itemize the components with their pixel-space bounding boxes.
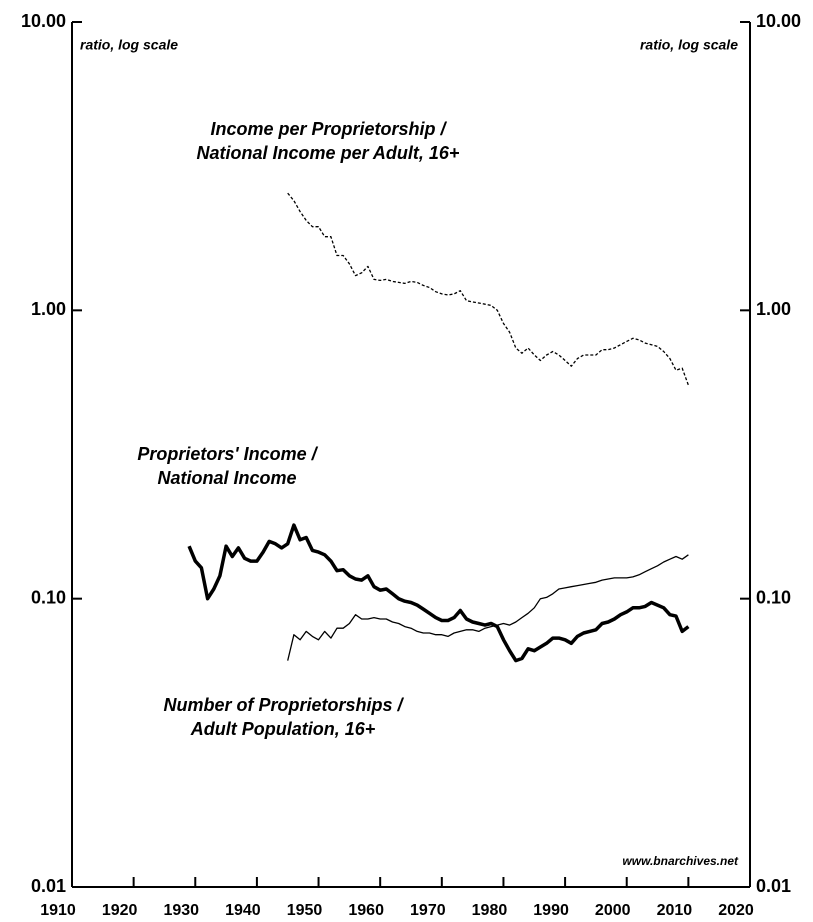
x-tick-label: 1960 — [348, 902, 384, 919]
x-tick-label: 1930 — [163, 902, 199, 919]
axis-label-left: ratio, log scale — [80, 37, 178, 53]
x-tick-label: 1910 — [40, 902, 76, 919]
y2-tick-label: 1.00 — [756, 299, 791, 319]
y-tick-label: 10.00 — [21, 11, 66, 31]
x-tick-label: 1940 — [225, 902, 261, 919]
annotation: National Income — [157, 468, 296, 488]
y2-tick-label: 10.00 — [756, 11, 801, 31]
x-tick-label: 1950 — [287, 902, 323, 919]
y-tick-label: 1.00 — [31, 299, 66, 319]
source: www.bnarchives.net — [622, 854, 739, 868]
y-tick-label: 0.01 — [31, 876, 66, 896]
x-tick-label: 1990 — [533, 902, 569, 919]
y2-tick-label: 0.01 — [756, 876, 791, 896]
y-tick-label: 0.10 — [31, 587, 66, 607]
axis-label-right: ratio, log scale — [640, 37, 738, 53]
annotation: National Income per Adult, 16+ — [197, 143, 460, 163]
annotation: Adult Population, 16+ — [190, 719, 376, 739]
series-line — [287, 554, 689, 661]
x-tick-label: 1920 — [102, 902, 138, 919]
annotation: Number of Proprietorships / — [163, 695, 404, 715]
x-tick-label: 1980 — [472, 902, 508, 919]
x-tick-label: 2020 — [718, 902, 754, 919]
y2-tick-label: 0.10 — [756, 587, 791, 607]
annotation: Proprietors' Income / — [137, 444, 318, 464]
annotation: Income per Proprietorship / — [210, 119, 447, 139]
series-line — [187, 523, 690, 663]
series-line — [287, 192, 690, 386]
x-tick-label: 1970 — [410, 902, 446, 919]
x-tick-label: 2000 — [595, 902, 631, 919]
x-tick-label: 2010 — [657, 902, 693, 919]
